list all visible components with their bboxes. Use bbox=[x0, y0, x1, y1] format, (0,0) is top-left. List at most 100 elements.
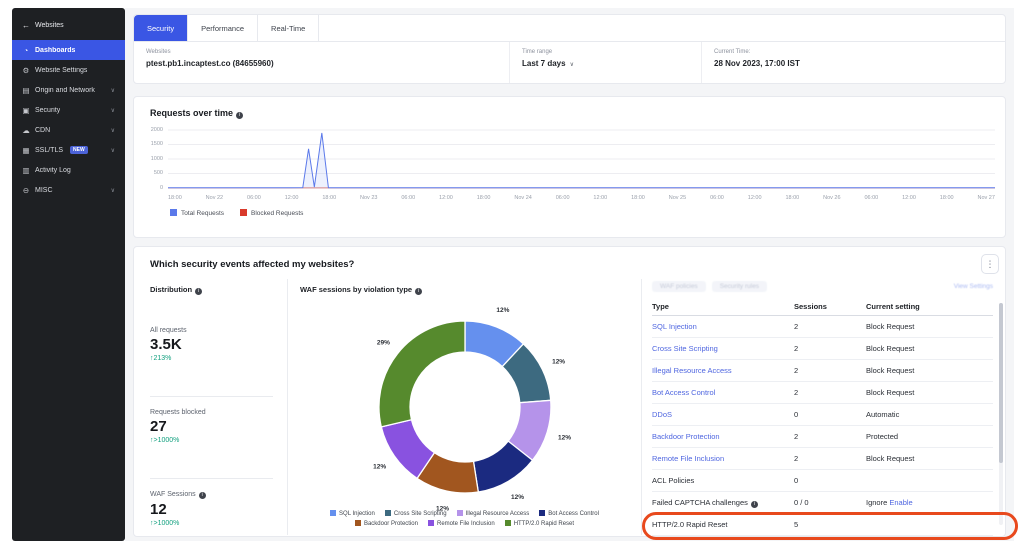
legend-swatch bbox=[456, 510, 463, 516]
info-icon[interactable]: i bbox=[198, 492, 206, 499]
faded-tab-waf-policies[interactable]: WAF policies bbox=[652, 281, 706, 292]
kebab-menu-button[interactable]: ⋮ bbox=[981, 254, 999, 274]
view-settings-link[interactable]: View Settings bbox=[953, 283, 993, 290]
time-range-filter[interactable]: Time range Last 7 days ∨ bbox=[509, 42, 701, 83]
scrollbar-track bbox=[999, 303, 1003, 525]
activity-log-icon: ▥ bbox=[22, 165, 30, 175]
type-link[interactable]: Illegal Resource Access bbox=[652, 366, 732, 375]
chevron-down-icon: ∨ bbox=[110, 87, 115, 94]
sidebar-item-misc[interactable]: ⊖ MISC ∨ bbox=[12, 180, 125, 200]
setting-cell: Block Request bbox=[866, 344, 915, 353]
x-tick-label: 12:00 bbox=[284, 195, 299, 201]
donut-pct-label: 29% bbox=[376, 340, 389, 347]
sidebar-item-cdn[interactable]: ☁ CDN ∨ bbox=[12, 120, 125, 140]
type-link[interactable]: Backdoor Protection bbox=[652, 432, 720, 441]
type-link[interactable]: Bot Access Control bbox=[652, 388, 716, 397]
sidebar-item-ssl-tls[interactable]: ▦ SSL/TLS NEW ∨ bbox=[12, 140, 125, 160]
type-link[interactable]: Cross Site Scripting bbox=[652, 344, 718, 353]
divider bbox=[150, 478, 273, 479]
requests-chart: 0 500 1000 1500 2000 bbox=[138, 127, 995, 193]
sessions-cell: 0 bbox=[794, 476, 799, 485]
type-link[interactable]: Remote File Inclusion bbox=[652, 454, 725, 463]
type-cell[interactable]: Remote File Inclusion bbox=[652, 454, 794, 463]
events-columns: Distribution i All requests 3.5K ↑213% Reque… bbox=[134, 279, 1005, 536]
arrow-left-icon: ← bbox=[22, 21, 30, 30]
type-link[interactable]: DDoS bbox=[652, 410, 673, 419]
chevron-down-icon: ∨ bbox=[569, 62, 574, 68]
sidebar-item-origin-and-network[interactable]: ▤ Origin and Network ∨ bbox=[12, 80, 125, 100]
ssl-certificate-icon: ▦ bbox=[22, 145, 30, 155]
donut-pct-label: 12% bbox=[373, 463, 386, 470]
type-cell[interactable]: Cross Site Scripting bbox=[652, 344, 794, 353]
websites-filter[interactable]: Websites ptest.pb1.incaptest.co (8465596… bbox=[134, 42, 509, 83]
y-tick-label: 1000 bbox=[150, 155, 163, 162]
enable-link[interactable]: Enable bbox=[889, 498, 913, 507]
setting-cell: Block Request bbox=[866, 366, 915, 375]
table-row-illegal-resource-access: Illegal Resource Access 2 Block Request bbox=[652, 360, 993, 382]
sidebar-item-label: Security bbox=[35, 106, 61, 114]
x-tick-label: 12:00 bbox=[902, 195, 916, 201]
setting-cell: Automatic bbox=[866, 410, 900, 419]
type-link[interactable]: SQL Injection bbox=[652, 322, 697, 331]
donut-legend-item-remote-file-inclusion: Remote File Inclusion bbox=[427, 520, 495, 527]
x-tick-label: Nov 27 bbox=[977, 195, 995, 201]
type-cell[interactable]: Bot Access Control bbox=[652, 388, 794, 397]
stat-waf-sessions: WAF Sessions i 12 ↑>1000% bbox=[150, 491, 273, 527]
tab-security[interactable]: Security bbox=[134, 15, 189, 41]
scrollbar-thumb[interactable] bbox=[999, 303, 1003, 463]
info-icon[interactable]: i bbox=[750, 500, 758, 508]
donut-pct-label: 12% bbox=[510, 494, 523, 501]
sessions-cell: 2 bbox=[794, 344, 799, 353]
table-row-failed-captcha-challenges: Failed CAPTCHA challenges i 0 / 0 Ignore En… bbox=[652, 492, 993, 514]
security-events-card: Which security events affected my websit… bbox=[133, 246, 1006, 537]
legend-swatch bbox=[539, 510, 546, 516]
x-tick-label: 18:00 bbox=[785, 195, 800, 201]
donut-legend-item-cross-site-scripting: Cross Site Scripting bbox=[384, 510, 447, 517]
x-tick-label: 12:00 bbox=[747, 195, 762, 201]
distribution-stats: All requests 3.5K ↑213% Requests blocked 27 ↑… bbox=[150, 327, 273, 527]
type-cell[interactable]: Backdoor Protection bbox=[652, 432, 794, 441]
x-tick-label: 06:00 bbox=[247, 195, 261, 201]
sessions-cell: 2 bbox=[794, 322, 799, 331]
x-tick-label: Nov 26 bbox=[823, 195, 841, 201]
faded-tab-security-rules[interactable]: Security rules bbox=[711, 281, 768, 292]
column-header-sessions: Sessions bbox=[794, 302, 827, 311]
tab-performance[interactable]: Performance bbox=[188, 15, 259, 41]
time-range-label: Time range bbox=[522, 49, 553, 55]
website-settings-icon: ⚙ bbox=[22, 65, 30, 75]
tab-real-time[interactable]: Real-Time bbox=[258, 15, 320, 41]
sessions-cell: 5 bbox=[794, 520, 799, 529]
legend-swatch bbox=[384, 510, 391, 516]
x-axis-labels: 18:00 Nov 22 06:00 12:00 18:00 Nov 23 06:00 12:… bbox=[168, 195, 995, 201]
info-icon[interactable]: i bbox=[415, 288, 423, 295]
type-cell[interactable]: SQL Injection bbox=[652, 322, 794, 331]
dashboard-icon: ◔ bbox=[23, 45, 29, 55]
stat-value: 27 bbox=[150, 418, 167, 435]
sidebar-item-activity-log[interactable]: ▥ Activity Log bbox=[12, 160, 125, 180]
setting-cell: Block Request bbox=[866, 322, 915, 331]
sidebar-nav: ◔ Dashboards ⚙ Website Settings ▤ Origin and … bbox=[12, 40, 125, 200]
column-header-current-setting: Current setting bbox=[866, 302, 920, 311]
donut-legend-item-sql-injection: SQL Injection bbox=[330, 510, 375, 517]
sidebar-item-website-settings[interactable]: ⚙ Website Settings bbox=[12, 60, 125, 80]
info-icon[interactable]: i bbox=[236, 112, 244, 119]
sidebar-item-label: CDN bbox=[35, 126, 51, 134]
type-cell[interactable]: Illegal Resource Access bbox=[652, 366, 794, 375]
origin-network-icon: ▤ bbox=[22, 85, 30, 95]
websites-value: ptest.pb1.incaptest.co (84655960) bbox=[146, 59, 274, 68]
cdn-cloud-icon: ☁ bbox=[22, 125, 30, 135]
divider bbox=[150, 396, 273, 397]
sidebar-item-security[interactable]: ▣ Security ∨ bbox=[12, 100, 125, 120]
new-badge: NEW bbox=[70, 146, 88, 154]
donut-pct-label: 12% bbox=[496, 307, 509, 314]
sessions-cell: 0 bbox=[794, 410, 799, 419]
sidebar-back-websites[interactable]: ← Websites bbox=[12, 8, 125, 40]
type-cell[interactable]: DDoS bbox=[652, 410, 794, 419]
stat-all-requests: All requests 3.5K ↑213% bbox=[150, 327, 273, 362]
legend-item-total-requests: Total Requests bbox=[170, 209, 224, 217]
x-tick-label: 12:00 bbox=[593, 195, 608, 201]
stat-value: 3.5K bbox=[150, 336, 182, 353]
info-icon[interactable]: i bbox=[195, 288, 203, 295]
x-tick-label: Nov 22 bbox=[205, 195, 224, 201]
sidebar-item-dashboards[interactable]: ◔ Dashboards bbox=[12, 40, 125, 60]
